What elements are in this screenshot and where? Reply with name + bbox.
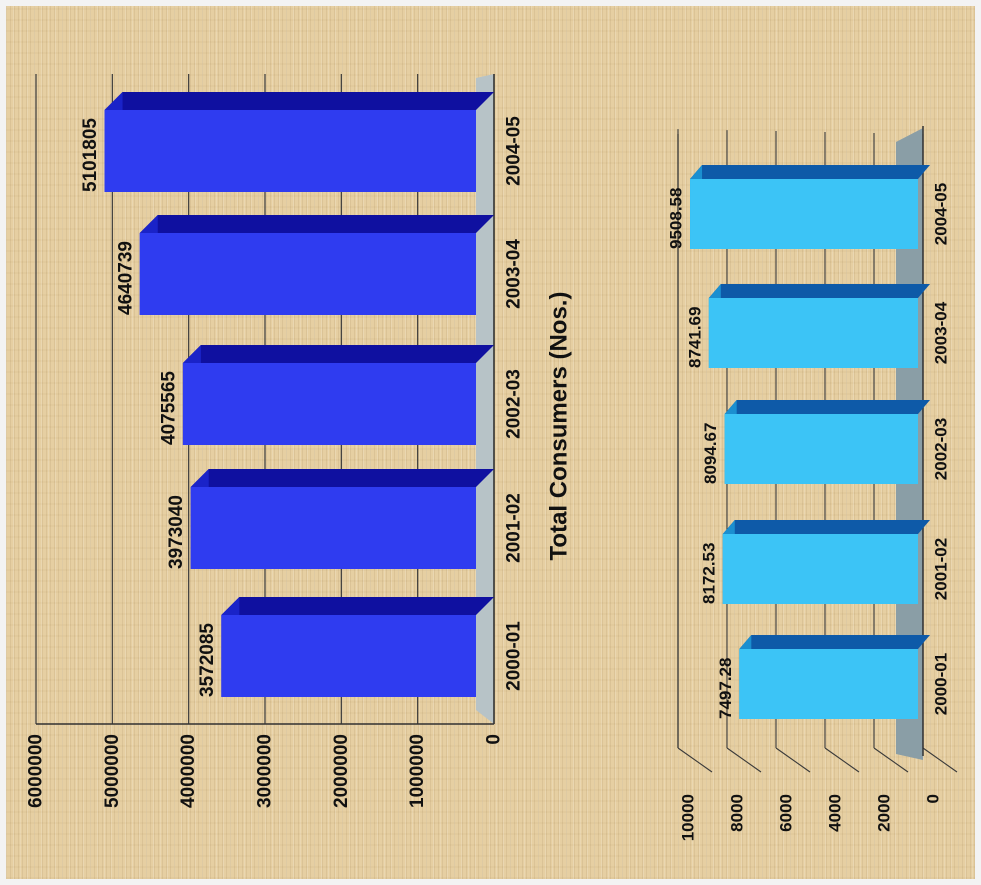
gridline-depth (677, 747, 713, 773)
data-label: 4075565 (158, 371, 179, 445)
gridline-depth (873, 747, 909, 773)
data-label: 9508.58 (667, 188, 686, 249)
bar (104, 110, 476, 192)
bar (139, 233, 476, 315)
bar-top-face (690, 165, 930, 179)
gridline-depth (775, 747, 811, 773)
y-tick-label: 8000 (728, 794, 747, 832)
chart-floor (476, 74, 494, 724)
bar-top-face (739, 635, 930, 649)
bar-top-face (724, 400, 930, 414)
category-label: 2000-01 (504, 621, 525, 691)
bar-top-face (182, 345, 494, 363)
category-label: 2001-02 (932, 538, 951, 600)
bar-top-face (104, 92, 494, 110)
category-label: 2003-04 (504, 239, 525, 309)
bar (724, 414, 918, 484)
category-label: 2001-02 (504, 493, 525, 563)
data-label: 7497.28 (716, 658, 735, 719)
y-tick-label: 4000000 (178, 734, 199, 808)
bar (708, 298, 918, 368)
gridline-depth (922, 747, 958, 773)
category-label: 2004-05 (504, 116, 525, 186)
y-tick-label: 3000000 (255, 734, 276, 808)
bar-top-face (722, 520, 930, 534)
y-tick-label: 6000 (777, 794, 796, 832)
gridline-depth (824, 747, 860, 773)
data-label: 3973040 (166, 495, 187, 569)
y-tick-label: 6000000 (26, 734, 47, 808)
data-label: 8172.53 (699, 543, 718, 604)
bar-top-face (221, 597, 494, 615)
bar (739, 649, 918, 719)
data-label: 5101805 (80, 118, 101, 192)
y-tick-label: 0 (484, 734, 505, 745)
y-tick-label: 5000000 (102, 734, 123, 808)
y-tick-label: 1000000 (407, 734, 428, 808)
y-tick-label: 2000000 (331, 734, 352, 808)
bar (221, 615, 476, 697)
chart-canvas: 0 1000000 2000000 3000000 4000000 5000000 6000… (6, 6, 975, 879)
y-tick-label: 2000 (875, 794, 894, 832)
data-label: 8741.69 (685, 307, 704, 368)
y-tick-label: 10000 (679, 794, 698, 841)
category-label: 2002-03 (504, 369, 525, 439)
second-chart: 0 2000 4000 6000 8000 10000 7497.28 2000-01 8172… (667, 126, 958, 841)
bar (722, 534, 918, 604)
category-label: 2000-01 (932, 653, 951, 715)
data-label: 3572085 (197, 623, 218, 697)
category-label: 2003-04 (932, 301, 951, 364)
bar-top-face (139, 215, 494, 233)
category-label: 2004-05 (932, 183, 951, 245)
y-tick-label: 4000 (826, 794, 845, 832)
category-label: 2002-03 (932, 418, 951, 480)
data-label: 4640739 (115, 241, 136, 315)
bar-top-face (190, 469, 494, 487)
data-label: 8094.67 (701, 423, 720, 484)
gridline-depth (726, 747, 762, 773)
bar-top-face (708, 284, 930, 298)
y-tick-label: 0 (924, 794, 943, 803)
bar (690, 179, 918, 249)
bar (182, 363, 476, 445)
chart-title: Total Consumers (Nos.) (546, 292, 573, 561)
charts-svg: 0 1000000 2000000 3000000 4000000 5000000 6000… (26, 74, 958, 841)
consumers-chart: 0 1000000 2000000 3000000 4000000 5000000 6000… (26, 74, 525, 808)
bar (190, 487, 476, 569)
